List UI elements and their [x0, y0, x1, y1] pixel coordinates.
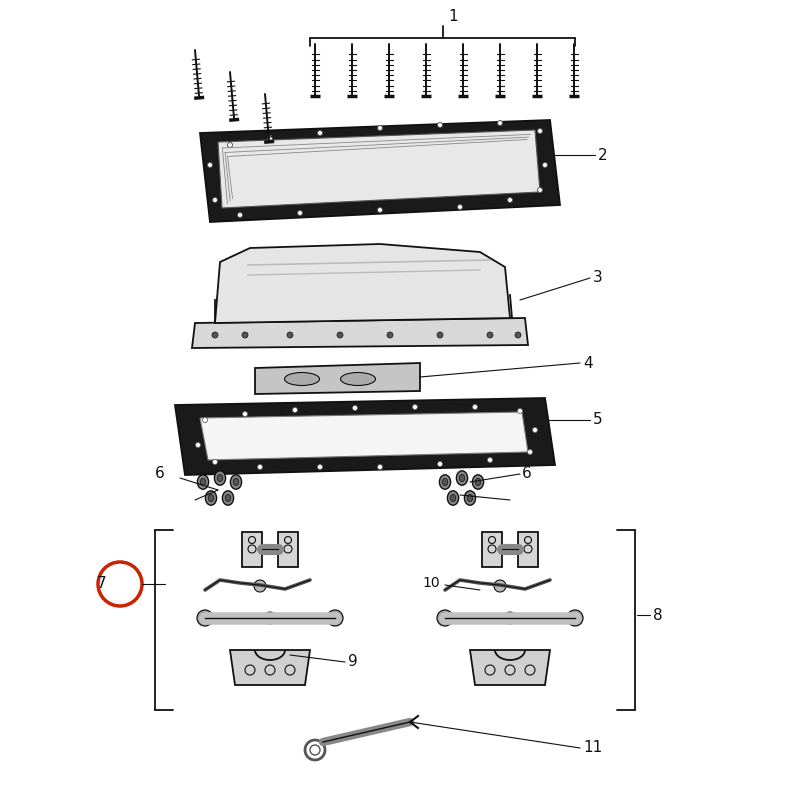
- Circle shape: [413, 405, 418, 410]
- Circle shape: [318, 465, 322, 470]
- Circle shape: [378, 465, 382, 470]
- Ellipse shape: [475, 478, 481, 486]
- Circle shape: [494, 580, 506, 592]
- Polygon shape: [200, 120, 560, 222]
- Circle shape: [207, 162, 213, 167]
- Text: 11: 11: [583, 741, 602, 755]
- Circle shape: [195, 442, 201, 447]
- Ellipse shape: [442, 478, 448, 486]
- Polygon shape: [482, 532, 502, 567]
- Text: 7: 7: [97, 577, 107, 591]
- Ellipse shape: [459, 474, 465, 482]
- Ellipse shape: [200, 478, 206, 486]
- Circle shape: [213, 198, 218, 202]
- Circle shape: [437, 610, 453, 626]
- Circle shape: [337, 332, 343, 338]
- Circle shape: [254, 580, 266, 592]
- Ellipse shape: [208, 494, 214, 502]
- Polygon shape: [255, 363, 420, 394]
- Circle shape: [437, 332, 443, 338]
- Circle shape: [242, 332, 248, 338]
- Circle shape: [438, 122, 442, 127]
- Circle shape: [242, 411, 247, 417]
- Polygon shape: [200, 412, 528, 460]
- Circle shape: [293, 407, 298, 413]
- Ellipse shape: [447, 490, 458, 506]
- Ellipse shape: [218, 474, 222, 482]
- Text: 10: 10: [422, 576, 440, 590]
- Circle shape: [458, 205, 462, 210]
- Circle shape: [227, 142, 233, 147]
- Circle shape: [567, 610, 583, 626]
- Circle shape: [298, 210, 302, 215]
- Ellipse shape: [450, 494, 456, 502]
- Ellipse shape: [222, 490, 234, 506]
- Text: 3: 3: [593, 270, 602, 286]
- Polygon shape: [215, 244, 510, 323]
- Text: 9: 9: [348, 654, 358, 670]
- Circle shape: [287, 332, 293, 338]
- Circle shape: [504, 612, 516, 624]
- Polygon shape: [518, 532, 538, 567]
- Ellipse shape: [439, 474, 450, 489]
- Circle shape: [515, 332, 521, 338]
- Ellipse shape: [214, 470, 226, 485]
- Ellipse shape: [226, 494, 231, 502]
- Polygon shape: [470, 650, 550, 685]
- Circle shape: [438, 462, 442, 466]
- Ellipse shape: [341, 373, 375, 386]
- Circle shape: [353, 406, 358, 410]
- Circle shape: [197, 610, 213, 626]
- Ellipse shape: [467, 494, 473, 502]
- Circle shape: [518, 409, 522, 414]
- Circle shape: [378, 207, 382, 213]
- Text: 5: 5: [593, 413, 602, 427]
- Circle shape: [212, 332, 218, 338]
- Ellipse shape: [206, 490, 217, 506]
- Text: 1: 1: [448, 9, 458, 24]
- Circle shape: [258, 465, 262, 470]
- Text: 2: 2: [598, 147, 608, 162]
- Polygon shape: [192, 318, 528, 348]
- Circle shape: [538, 129, 542, 134]
- Circle shape: [327, 610, 343, 626]
- Circle shape: [238, 213, 242, 218]
- Text: 6: 6: [155, 466, 165, 482]
- Polygon shape: [242, 532, 262, 567]
- Circle shape: [527, 450, 533, 454]
- Circle shape: [264, 612, 276, 624]
- Polygon shape: [218, 130, 540, 208]
- Circle shape: [267, 135, 273, 141]
- Ellipse shape: [198, 474, 209, 489]
- Circle shape: [318, 130, 322, 135]
- Circle shape: [387, 332, 393, 338]
- Circle shape: [473, 405, 478, 410]
- Circle shape: [487, 458, 493, 462]
- Circle shape: [507, 198, 513, 202]
- Ellipse shape: [464, 490, 475, 506]
- Text: 6: 6: [522, 466, 532, 482]
- Circle shape: [202, 418, 207, 422]
- Text: 8: 8: [653, 607, 662, 622]
- Ellipse shape: [285, 373, 319, 386]
- Ellipse shape: [472, 474, 483, 489]
- Text: 4: 4: [583, 355, 593, 370]
- Ellipse shape: [456, 470, 467, 485]
- Circle shape: [538, 187, 542, 193]
- Ellipse shape: [230, 474, 242, 489]
- Circle shape: [487, 332, 493, 338]
- Circle shape: [533, 427, 538, 433]
- Circle shape: [213, 459, 218, 465]
- Ellipse shape: [234, 478, 239, 486]
- Circle shape: [498, 121, 502, 126]
- Circle shape: [378, 126, 382, 130]
- Circle shape: [542, 162, 547, 167]
- Polygon shape: [230, 650, 310, 685]
- Polygon shape: [278, 532, 298, 567]
- Polygon shape: [175, 398, 555, 475]
